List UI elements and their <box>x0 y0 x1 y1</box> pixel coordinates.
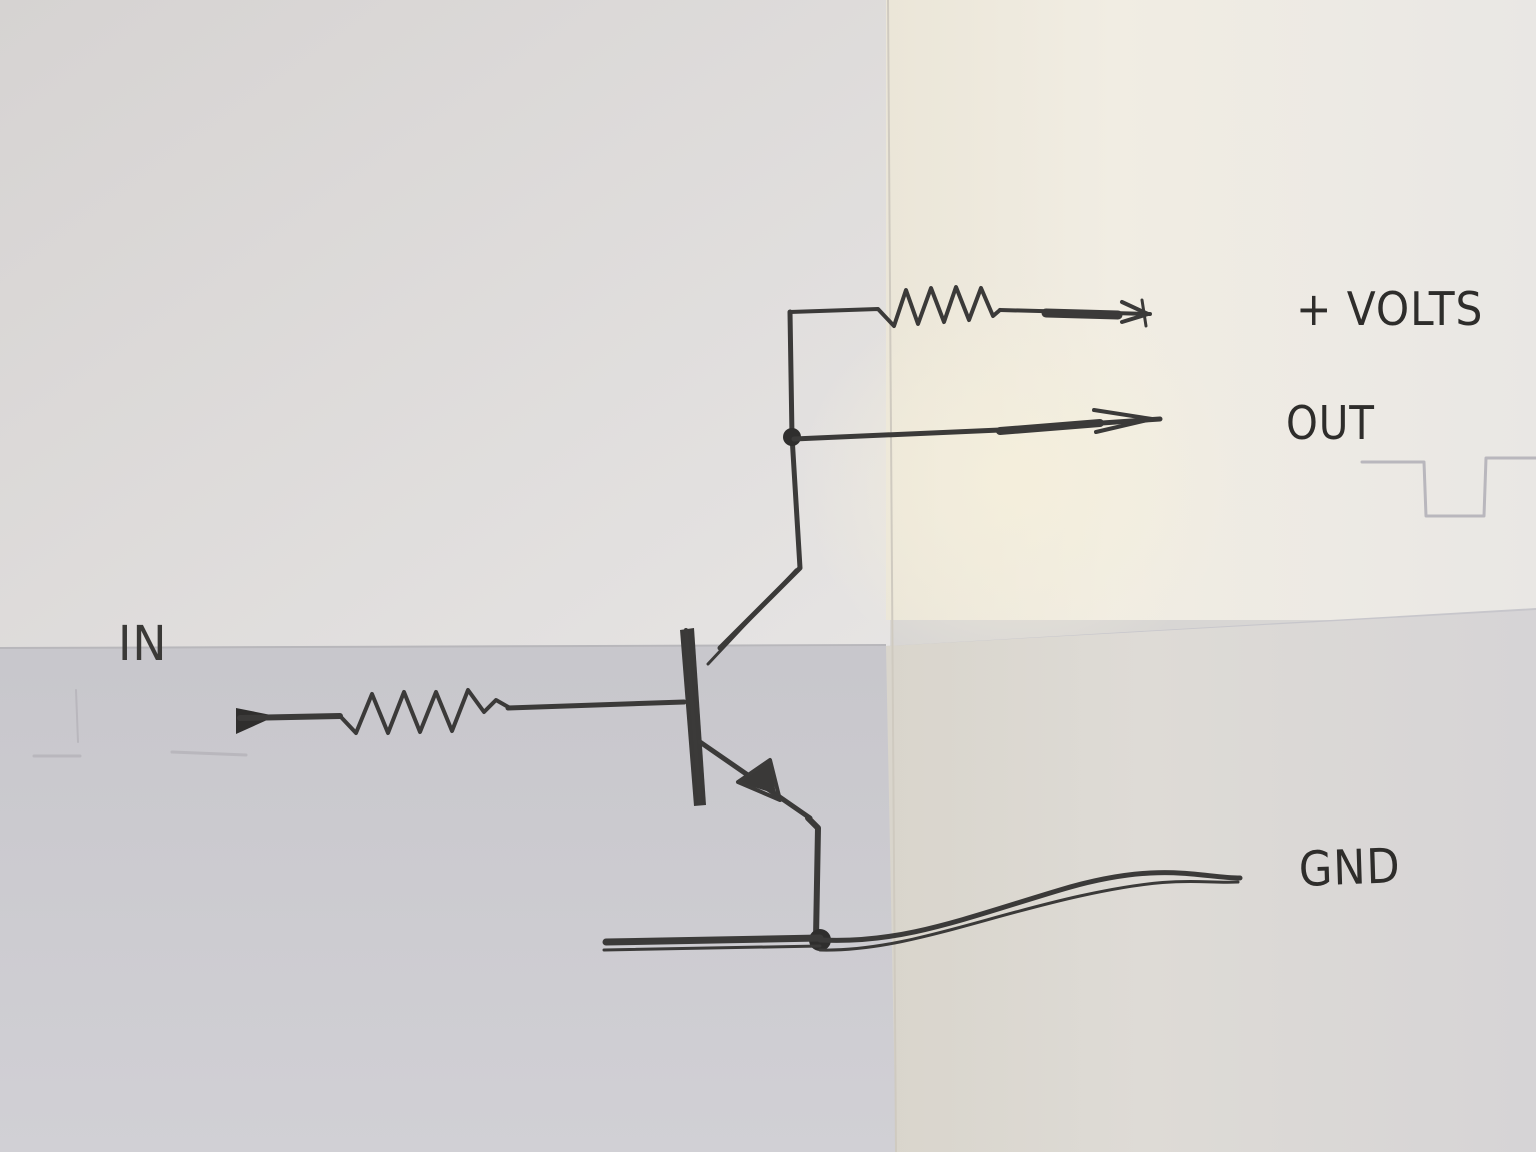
input-label: IN <box>118 616 168 672</box>
input-circuit <box>236 688 687 735</box>
base-resistor <box>338 688 512 735</box>
output-junction-dot <box>783 428 801 446</box>
ground-line <box>602 870 1243 952</box>
transistor-symbol <box>680 628 813 821</box>
output-label: OUT <box>1286 396 1375 450</box>
supply-line <box>998 298 1152 328</box>
input-waveform-sketch <box>32 689 248 758</box>
base-wire <box>505 699 687 711</box>
input-terminal <box>236 708 276 734</box>
collector-resistor <box>788 285 1002 328</box>
output-waveform-sketch <box>1360 456 1536 518</box>
supply-label: + VOLTS <box>1296 282 1484 336</box>
output-line <box>783 408 1163 446</box>
ground-label: GND <box>1298 838 1402 898</box>
emitter-wire <box>805 815 821 941</box>
collector-wire <box>706 309 803 666</box>
